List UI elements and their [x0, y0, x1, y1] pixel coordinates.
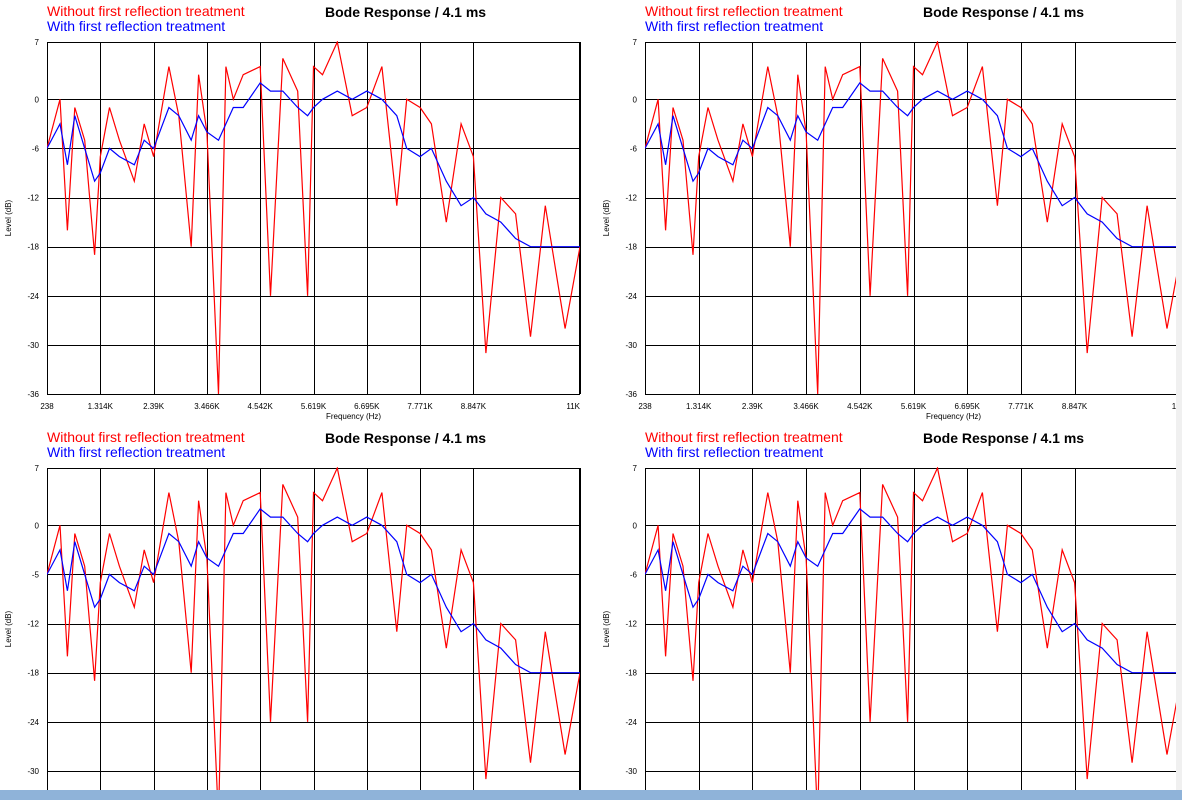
legend-without: Without first reflection treatment [645, 3, 843, 19]
y-tick-label: 7 [633, 464, 638, 473]
series-line-without [47, 41, 580, 394]
series-line-without [645, 41, 1182, 394]
y-tick-label: 7 [633, 38, 638, 47]
x-tick-label: 8.847K [461, 402, 487, 411]
x-tick-label: 4.542K [847, 402, 873, 411]
legend-without: Without first reflection treatment [47, 429, 245, 445]
y-tick-label: -6 [630, 144, 638, 153]
x-tick-label: 2.39K [143, 402, 165, 411]
legend-with: With first reflection treatment [47, 18, 225, 34]
plot-frame [645, 42, 1182, 395]
y-tick-label: -36 [27, 390, 39, 399]
y-axis-label: Level (dB) [602, 610, 611, 647]
y-tick-label: -18 [625, 243, 637, 252]
x-tick-label: 5.619K [901, 402, 927, 411]
chart-title: Bode Response / 4.1 ms [923, 4, 1084, 20]
chart-title: Bode Response / 4.1 ms [325, 4, 486, 20]
scrollbar-track [1176, 0, 1182, 790]
legend-with: With first reflection treatment [645, 18, 823, 34]
x-tick-label: 4.542K [247, 402, 273, 411]
y-axis-label: Level (dB) [4, 610, 13, 647]
y-axis-label: Level (dB) [602, 199, 611, 236]
y-tick-label: -24 [625, 718, 637, 727]
x-tick-label: 1.314K [686, 402, 712, 411]
legend-without: Without first reflection treatment [47, 3, 245, 19]
y-axis-label: Level (dB) [4, 199, 13, 236]
y-tick-label: 0 [35, 95, 40, 104]
series-line-with [645, 508, 1182, 674]
y-tick-label: -24 [27, 292, 39, 301]
chart-title: Bode Response / 4.1 ms [325, 430, 486, 446]
y-tick-label: -18 [625, 669, 637, 678]
chart-title: Bode Response / 4.1 ms [923, 430, 1084, 446]
y-tick-label: -30 [27, 767, 39, 776]
y-tick-label: -18 [27, 669, 39, 678]
y-tick-label: -24 [625, 292, 637, 301]
y-tick-label: 0 [633, 521, 638, 530]
y-tick-label: -6 [630, 570, 638, 579]
series-line-with [47, 82, 580, 248]
y-tick-label: -12 [625, 194, 637, 203]
x-tick-label: 3.466K [793, 402, 819, 411]
x-tick-label: 6.695K [354, 402, 380, 411]
chart-panel-3: 7 0 -5 -12 -18 -24 -30 Level (dB) Without first … [4, 429, 581, 791]
y-tick-label: -12 [27, 620, 39, 629]
x-axis-label: Frequency (Hz) [926, 412, 981, 421]
y-tick-label: -18 [27, 243, 39, 252]
x-tick-label: 238 [40, 402, 54, 411]
x-tick-label: 5.619K [301, 402, 327, 411]
y-tick-label: -12 [27, 194, 39, 203]
y-tick-label: 0 [633, 95, 638, 104]
legend-with: With first reflection treatment [47, 444, 225, 460]
x-axis-label: Frequency (Hz) [326, 412, 381, 421]
y-tick-label: 7 [35, 464, 40, 473]
y-tick-label: -5 [32, 570, 40, 579]
series-line-without [47, 467, 580, 790]
plot-frame [47, 42, 580, 395]
y-tick-label: -12 [625, 620, 637, 629]
y-tick-label: -24 [27, 718, 39, 727]
x-tick-label: 7.771K [1008, 402, 1034, 411]
y-tick-label: -36 [625, 390, 637, 399]
series-line-with [47, 508, 580, 674]
taskbar-strip [0, 790, 1182, 800]
y-tick-label: 0 [35, 521, 40, 530]
x-tick-label: 3.466K [194, 402, 220, 411]
legend-without: Without first reflection treatment [645, 429, 843, 445]
x-tick-label: 11K [566, 402, 580, 411]
y-tick-label: -30 [625, 767, 637, 776]
chart-panel-4: 7 0 -6 -12 -18 -24 -30 Level (dB) Without first … [602, 429, 1182, 791]
x-tick-label: 8.847K [1062, 402, 1088, 411]
x-tick-label: 238 [638, 402, 652, 411]
series-line-without [645, 467, 1182, 790]
y-tick-label: -30 [27, 341, 39, 350]
x-tick-label: 6.695K [955, 402, 981, 411]
x-tick-label: 1.314K [88, 402, 114, 411]
y-tick-label: 7 [35, 38, 40, 47]
legend-with: With first reflection treatment [645, 444, 823, 460]
y-tick-label: -30 [625, 341, 637, 350]
x-tick-label: 2.39K [742, 402, 764, 411]
y-tick-label: -6 [32, 144, 40, 153]
series-line-with [645, 82, 1182, 248]
x-tick-label: 7.771K [407, 402, 433, 411]
